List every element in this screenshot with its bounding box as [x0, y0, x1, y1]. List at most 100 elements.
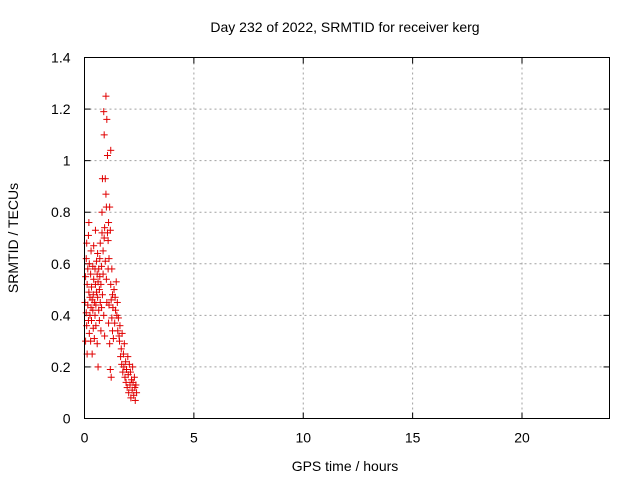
data-point — [101, 175, 109, 183]
data-point — [106, 340, 114, 348]
data-point — [120, 340, 128, 348]
data-point — [116, 322, 124, 330]
data-point — [110, 286, 118, 294]
data-point — [98, 304, 106, 312]
data-point — [90, 242, 98, 250]
data-point — [93, 340, 101, 348]
data-point — [98, 208, 106, 216]
data-point — [118, 329, 126, 337]
data-point — [122, 378, 130, 386]
data-point — [105, 301, 113, 309]
data-point — [99, 270, 107, 278]
y-axis-label: SRMTID / TECUs — [5, 183, 21, 293]
data-point — [92, 301, 100, 309]
data-point — [101, 257, 109, 265]
data-point — [90, 335, 98, 343]
data-point — [119, 350, 127, 358]
data-point — [106, 226, 114, 234]
data-point — [88, 350, 96, 358]
data-point — [112, 278, 120, 286]
data-point — [123, 366, 130, 374]
data-point — [107, 146, 115, 154]
data-point — [129, 363, 137, 371]
y-tick-label: 0.4 — [51, 307, 71, 323]
data-point — [108, 314, 116, 322]
data-point — [114, 327, 122, 335]
data-point — [106, 366, 114, 374]
x-tick-label: 5 — [190, 430, 198, 446]
data-point — [112, 306, 120, 314]
data-point — [119, 368, 127, 376]
data-point — [94, 363, 102, 371]
data-point — [122, 358, 130, 366]
data-point — [100, 108, 108, 116]
data-point — [102, 92, 110, 100]
y-tick-label: 1.2 — [51, 101, 71, 117]
data-point — [100, 311, 108, 319]
data-point — [97, 280, 105, 288]
data-point — [100, 131, 108, 139]
data-point — [84, 265, 92, 273]
plot-frame — [84, 57, 610, 419]
data-point — [89, 306, 97, 314]
x-axis-label: GPS time / hours — [292, 458, 399, 474]
data-point — [101, 224, 109, 232]
data-point — [85, 288, 93, 296]
data-point — [97, 327, 105, 335]
data-points — [81, 92, 141, 404]
data-point — [104, 237, 112, 245]
data-point — [99, 247, 107, 255]
data-point — [107, 373, 115, 381]
data-point — [88, 317, 95, 325]
data-point — [84, 231, 92, 239]
data-point — [101, 332, 109, 340]
data-point — [102, 275, 110, 283]
data-point — [85, 329, 93, 337]
x-tick-label: 15 — [405, 430, 421, 446]
data-point — [88, 283, 95, 291]
data-point — [105, 255, 113, 263]
y-tick-label: 0.6 — [51, 256, 71, 272]
data-point — [94, 293, 102, 301]
data-point — [103, 115, 111, 123]
data-point — [102, 190, 110, 198]
data-point — [113, 298, 121, 306]
x-tick-label: 20 — [514, 430, 530, 446]
data-point — [82, 273, 90, 281]
data-point — [96, 255, 104, 263]
data-point — [91, 226, 99, 234]
y-tick-label: 0.8 — [51, 204, 71, 220]
data-point — [95, 286, 103, 294]
data-point — [109, 335, 117, 343]
data-point — [98, 262, 106, 270]
chart-title: Day 232 of 2022, SRMTID for receiver ker… — [210, 19, 479, 35]
data-point — [133, 389, 141, 397]
data-point — [100, 234, 108, 242]
y-tick-label: 1.4 — [51, 50, 71, 66]
data-point — [96, 239, 104, 247]
data-point — [91, 311, 99, 319]
data-point — [126, 368, 134, 376]
data-point — [108, 265, 116, 273]
data-point — [107, 296, 115, 304]
data-point — [87, 247, 95, 255]
data-point — [111, 319, 119, 327]
data-point — [87, 337, 95, 345]
data-point — [103, 151, 111, 159]
axis-ticks: 0 0.2 0.4 0.6 0.8 1 1.2 1.4 0 5 10 15 20 — [51, 50, 610, 446]
y-tick-label: 0 — [63, 411, 71, 427]
data-point — [116, 337, 123, 345]
data-point — [114, 314, 122, 322]
data-point — [131, 396, 139, 404]
data-point — [98, 291, 106, 299]
data-point — [95, 317, 103, 325]
grid — [84, 57, 610, 419]
data-point — [82, 255, 90, 263]
data-point — [82, 309, 90, 317]
data-point — [105, 219, 113, 227]
data-point — [130, 373, 138, 381]
data-point — [94, 249, 102, 257]
data-point — [90, 275, 98, 283]
data-point — [105, 319, 113, 327]
